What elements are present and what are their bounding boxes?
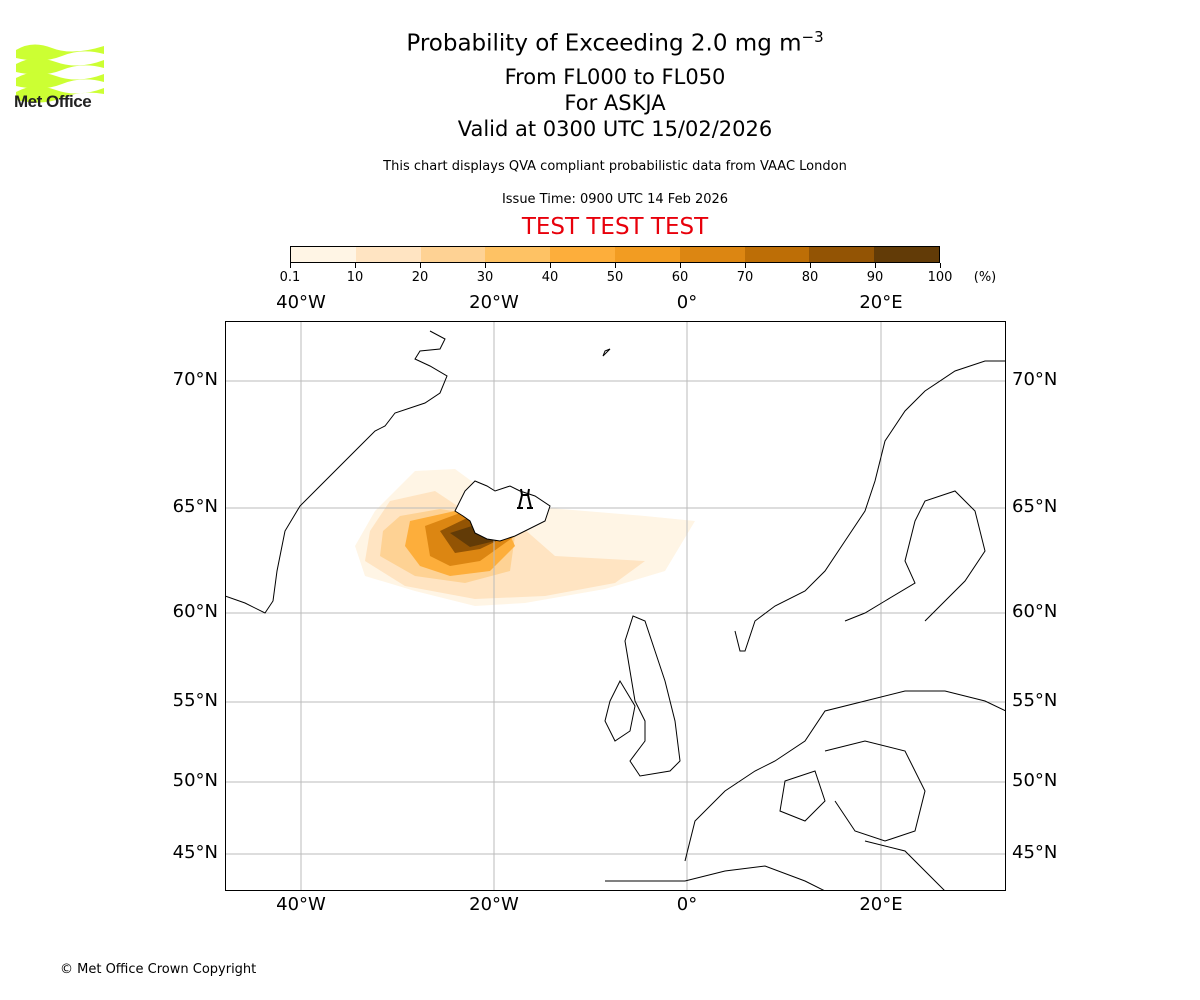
colorbar-segment	[679, 247, 745, 262]
colorbar-segment	[809, 247, 875, 262]
colorbar-tick-label: 0.1	[279, 270, 301, 285]
colorbar-tick	[745, 263, 746, 268]
colorbar-segment	[291, 247, 356, 262]
latitude-label-right: 45°N	[1012, 842, 1058, 863]
colorbar-tick	[355, 263, 356, 268]
colorbar-tick-label: 30	[476, 270, 494, 285]
colorbar-tick	[550, 263, 551, 268]
colorbar-unit: (%)	[973, 270, 997, 285]
longitude-label-top: 0°	[676, 292, 698, 313]
volcano-icon	[517, 488, 533, 509]
longitude-label-top: 20°W	[469, 292, 519, 313]
latitude-label-right: 55°N	[1012, 690, 1058, 711]
colorbar-segment	[550, 247, 615, 262]
colorbar	[290, 246, 940, 263]
latitude-label-right: 70°N	[1012, 369, 1058, 390]
colorbar-tick-label: 90	[866, 270, 884, 285]
ash-probability-plume	[355, 469, 695, 606]
colorbar-tick	[485, 263, 486, 268]
colorbar-tick-label: 80	[801, 270, 819, 285]
latitude-label-left: 55°N	[172, 690, 218, 711]
colorbar-segment	[355, 247, 421, 262]
colorbar-tick	[420, 263, 421, 268]
latitude-label-left: 50°N	[172, 770, 218, 791]
latitude-label-left: 45°N	[172, 842, 218, 863]
coastlines	[225, 330, 1006, 891]
colorbar-segment	[485, 247, 551, 262]
colorbar-tick-label: 50	[606, 270, 624, 285]
test-banner: TEST TEST TEST	[521, 214, 709, 240]
colorbar-tick-label: 100	[927, 270, 953, 285]
colorbar-tick	[810, 263, 811, 268]
latitude-label-right: 50°N	[1012, 770, 1058, 791]
colorbar-segment	[744, 247, 810, 262]
longitude-label-bottom: 40°W	[276, 894, 326, 915]
colorbar-tick-label: 70	[736, 270, 754, 285]
longitude-label-top: 40°W	[276, 292, 326, 313]
colorbar-tick	[875, 263, 876, 268]
colorbar-segment	[874, 247, 939, 262]
longitude-label-bottom: 20°W	[469, 894, 519, 915]
longitude-label-top: 20°E	[859, 292, 903, 313]
latitude-label-left: 65°N	[172, 496, 218, 517]
latitude-label-left: 60°N	[172, 601, 218, 622]
colorbar-tick-label: 60	[671, 270, 689, 285]
colorbar-tick	[290, 263, 291, 268]
met-office-logo	[16, 44, 104, 103]
colorbar-tick-label: 20	[411, 270, 429, 285]
colorbar-segment	[420, 247, 486, 262]
longitude-label-bottom: 20°E	[859, 894, 903, 915]
latitude-label-right: 60°N	[1012, 601, 1058, 622]
latitude-label-right: 65°N	[1012, 496, 1058, 517]
colorbar-segment	[614, 247, 680, 262]
valid-time: Valid at 0300 UTC 15/02/2026	[457, 117, 773, 141]
colorbar-tick-label: 10	[346, 270, 364, 285]
latitude-label-left: 70°N	[172, 369, 218, 390]
longitude-label-bottom: 0°	[676, 894, 698, 915]
map	[225, 321, 1006, 891]
colorbar-tick	[680, 263, 681, 268]
chart-subtitle: From FL000 to FL050 For ASKJA Valid at 0…	[0, 64, 1200, 142]
chart-title: Probability of Exceeding 2.0 mg m−3	[406, 28, 824, 57]
colorbar-tick-label: 40	[541, 270, 559, 285]
volcano-name: For ASKJA	[564, 91, 666, 115]
copyright: © Met Office Crown Copyright	[60, 962, 257, 977]
issue-time: Issue Time: 0900 UTC 14 Feb 2026	[501, 192, 729, 207]
logo-text: Met Office	[14, 92, 92, 111]
description-text: This chart displays QVA compliant probab…	[383, 159, 847, 174]
colorbar-tick	[615, 263, 616, 268]
flight-levels: From FL000 to FL050	[504, 65, 726, 89]
colorbar-tick	[940, 263, 941, 268]
